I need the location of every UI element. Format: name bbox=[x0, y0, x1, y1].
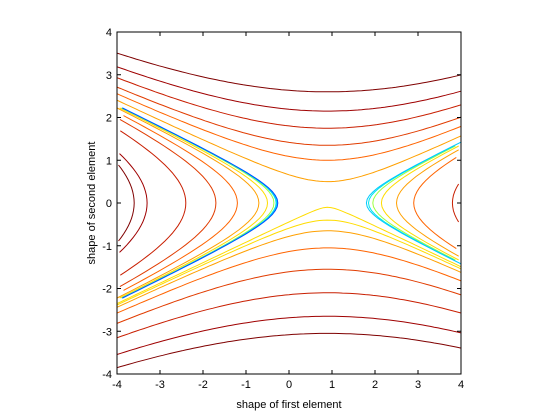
contour-line bbox=[380, 145, 459, 261]
contour-line bbox=[451, 183, 460, 223]
contour-line bbox=[116, 247, 462, 314]
x-tick-label: -2 bbox=[198, 379, 208, 391]
contour-line bbox=[395, 149, 459, 257]
x-tick-label: 3 bbox=[415, 379, 421, 391]
contour-line bbox=[116, 292, 462, 339]
x-tick-label: 2 bbox=[372, 379, 378, 391]
contour-line bbox=[116, 77, 462, 129]
x-tick-label: 4 bbox=[458, 379, 464, 391]
contour-line bbox=[116, 93, 462, 161]
y-tick-label: 1 bbox=[106, 155, 112, 167]
contour-line bbox=[119, 107, 269, 299]
x-tick-label: 1 bbox=[329, 379, 335, 391]
ticks: -4 -3 -2 -1 0 1 2 3 4 -4 -3 -2 -1 0 1 2 3 4 bbox=[102, 27, 464, 391]
contour-line bbox=[116, 332, 462, 369]
contour-line bbox=[116, 230, 462, 308]
contour-line bbox=[413, 156, 457, 250]
contour-line bbox=[119, 118, 217, 288]
plot-background bbox=[117, 32, 461, 374]
contour-line bbox=[123, 115, 238, 291]
y-tick-label: 4 bbox=[106, 27, 112, 39]
y-tick-label: -2 bbox=[102, 284, 112, 296]
y-tick-label: -4 bbox=[102, 369, 112, 381]
contour-line bbox=[372, 145, 456, 261]
contour-line bbox=[116, 66, 462, 112]
contour-line bbox=[116, 268, 462, 324]
contour-lines bbox=[116, 52, 462, 369]
x-axis-label: shape of first element bbox=[236, 399, 341, 411]
y-axis-label: shape of second element bbox=[86, 142, 98, 265]
y-tick-label: 2 bbox=[106, 113, 112, 125]
y-tick-label: 0 bbox=[106, 198, 112, 210]
contour-line bbox=[365, 141, 462, 265]
contour-line bbox=[116, 219, 462, 306]
contour-line bbox=[122, 107, 279, 299]
contour-line bbox=[116, 206, 462, 305]
x-tick-label: 0 bbox=[286, 379, 292, 391]
y-tick-label: -3 bbox=[102, 326, 112, 338]
contour-line bbox=[116, 99, 462, 183]
contour-line bbox=[120, 130, 187, 276]
contour-line bbox=[118, 164, 135, 242]
x-tick-label: -4 bbox=[112, 379, 122, 391]
contour-line bbox=[116, 86, 462, 146]
contour-line bbox=[119, 153, 148, 253]
y-tick-label: -1 bbox=[102, 241, 112, 253]
x-tick-label: -1 bbox=[241, 379, 251, 391]
contour-line bbox=[116, 315, 462, 355]
y-tick-label: 3 bbox=[106, 70, 112, 82]
contour-line bbox=[116, 52, 462, 93]
contour-line bbox=[116, 107, 260, 299]
x-tick-label: -3 bbox=[155, 379, 165, 391]
